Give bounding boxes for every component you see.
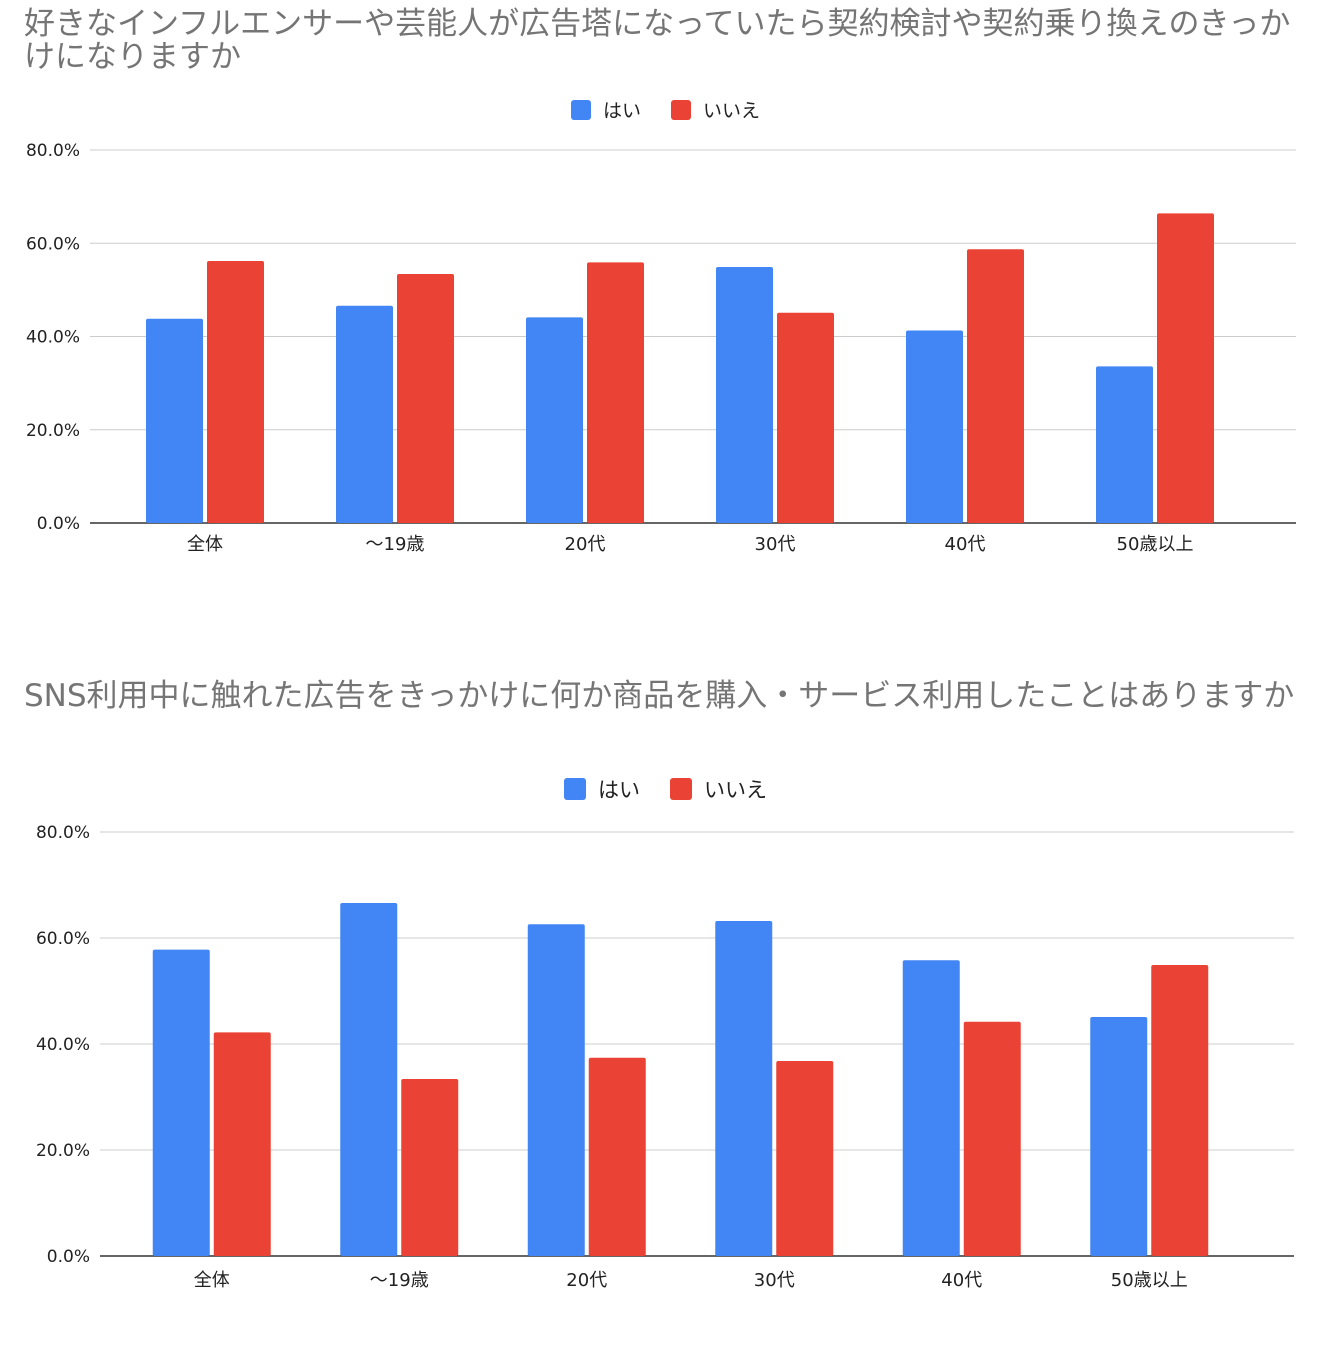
x-category-label: 30代 [754, 1270, 795, 1291]
legend-label-yes: はい [598, 778, 640, 802]
y-tick-label: 60.0% [36, 929, 90, 949]
x-category-label: 〜19歳 [370, 1270, 429, 1291]
bar-no[interactable]: いいえ: 58.7 [967, 249, 1024, 523]
bar-yes[interactable]: はい: 33.6 [1096, 366, 1153, 523]
y-tick-label: 80.0% [26, 141, 80, 161]
bar-yes[interactable]: はい: 66.6 [340, 903, 398, 1256]
y-tick-label: 40.0% [26, 328, 80, 348]
bar-yes[interactable]: はい: 57.8 [152, 949, 210, 1256]
bar-yes[interactable]: はい: 45.1 [1090, 1016, 1148, 1256]
bar-no[interactable]: いいえ: 54.9 [1151, 965, 1209, 1256]
chart-title: SNS利用中に触れた広告をきっかけに何か商品を購入・サービス利用したことはありま… [24, 678, 1295, 714]
x-category-label: 20代 [566, 1270, 607, 1291]
bar-no[interactable]: いいえ: 36.8 [776, 1060, 834, 1256]
y-tick-label: 80.0% [36, 823, 90, 843]
bar-yes[interactable]: はい: 55.8 [902, 960, 960, 1256]
x-category-label: 40代 [941, 1270, 982, 1291]
legend-item-no[interactable]: いいえ [671, 96, 760, 123]
legend-label-no: いいえ [704, 778, 767, 802]
bar-no[interactable]: いいえ: 45.1 [777, 312, 834, 523]
legend: はい いいえ [0, 96, 1331, 123]
bar-yes[interactable]: はい: 62.6 [527, 924, 585, 1256]
bar-yes[interactable]: はい: 43.8 [146, 318, 203, 523]
bar-yes[interactable]: はい: 54.9 [716, 267, 773, 523]
legend-swatch-yes [570, 99, 591, 120]
bar-plot: 0.0% 20.0% 40.0% 60.0% 80.0% はい: 57.8いいえ: 42.… [36, 823, 1294, 1291]
legend-label-yes: はい [602, 100, 641, 122]
legend-item-yes[interactable]: はい [564, 774, 640, 804]
bar-plot: 0.0% 20.0% 40.0% 60.0% 80.0% はい: 43.8いいえ: 56.… [26, 141, 1296, 555]
bar-no[interactable]: いいえ: 56.2 [207, 260, 264, 523]
bar-no[interactable]: いいえ: 44.2 [963, 1021, 1021, 1256]
bar-no[interactable]: いいえ: 33.4 [401, 1078, 459, 1256]
x-category-label: 50歳以上 [1111, 1270, 1188, 1291]
bar-yes[interactable]: はい: 44.1 [526, 317, 583, 523]
x-category-label: 40代 [945, 534, 986, 555]
x-category-label: 30代 [755, 534, 796, 555]
y-tick-label: 0.0% [37, 514, 80, 534]
chart-title: 好きなインフルエンサーや芸能人が広告塔になっていたら契約検討や契約乗り換えのきっ… [24, 6, 1291, 75]
y-tick-label: 20.0% [36, 1141, 90, 1161]
y-tick-label: 60.0% [26, 234, 80, 254]
bar-no[interactable]: いいえ: 42.2 [213, 1032, 271, 1256]
y-tick-label: 0.0% [47, 1247, 90, 1267]
legend: はい いいえ [0, 774, 1331, 804]
x-category-label: 20代 [565, 534, 606, 555]
chart-2: SNS利用中に触れた広告をきっかけに何か商品を購入・サービス利用したことはありま… [0, 670, 1331, 1350]
x-category-label: 50歳以上 [1117, 534, 1194, 555]
bar-no[interactable]: いいえ: 55.9 [587, 262, 644, 523]
y-tick-label: 20.0% [26, 421, 80, 441]
legend-swatch-no [670, 778, 692, 800]
y-tick-label: 40.0% [36, 1035, 90, 1055]
legend-swatch-yes [564, 778, 586, 800]
legend-item-no[interactable]: いいえ [670, 774, 767, 804]
bar-yes[interactable]: はい: 63.2 [715, 921, 773, 1256]
x-category-label: 〜19歳 [366, 534, 425, 555]
legend-label-no: いいえ [703, 100, 761, 122]
bar-yes[interactable]: はい: 46.6 [336, 305, 393, 523]
bar-yes[interactable]: はい: 41.3 [906, 330, 963, 523]
bar-no[interactable]: いいえ: 66.4 [1157, 213, 1214, 523]
legend-swatch-no [671, 99, 691, 120]
bar-no[interactable]: いいえ: 37.4 [588, 1057, 646, 1256]
x-category-label: 全体 [194, 1270, 230, 1291]
chart-1: 好きなインフルエンサーや芸能人が広告塔になっていたら契約検討や契約乗り換えのきっ… [0, 0, 1331, 580]
legend-item-yes[interactable]: はい [570, 96, 641, 123]
x-category-label: 全体 [187, 534, 223, 555]
bar-no[interactable]: いいえ: 53.4 [397, 274, 454, 523]
